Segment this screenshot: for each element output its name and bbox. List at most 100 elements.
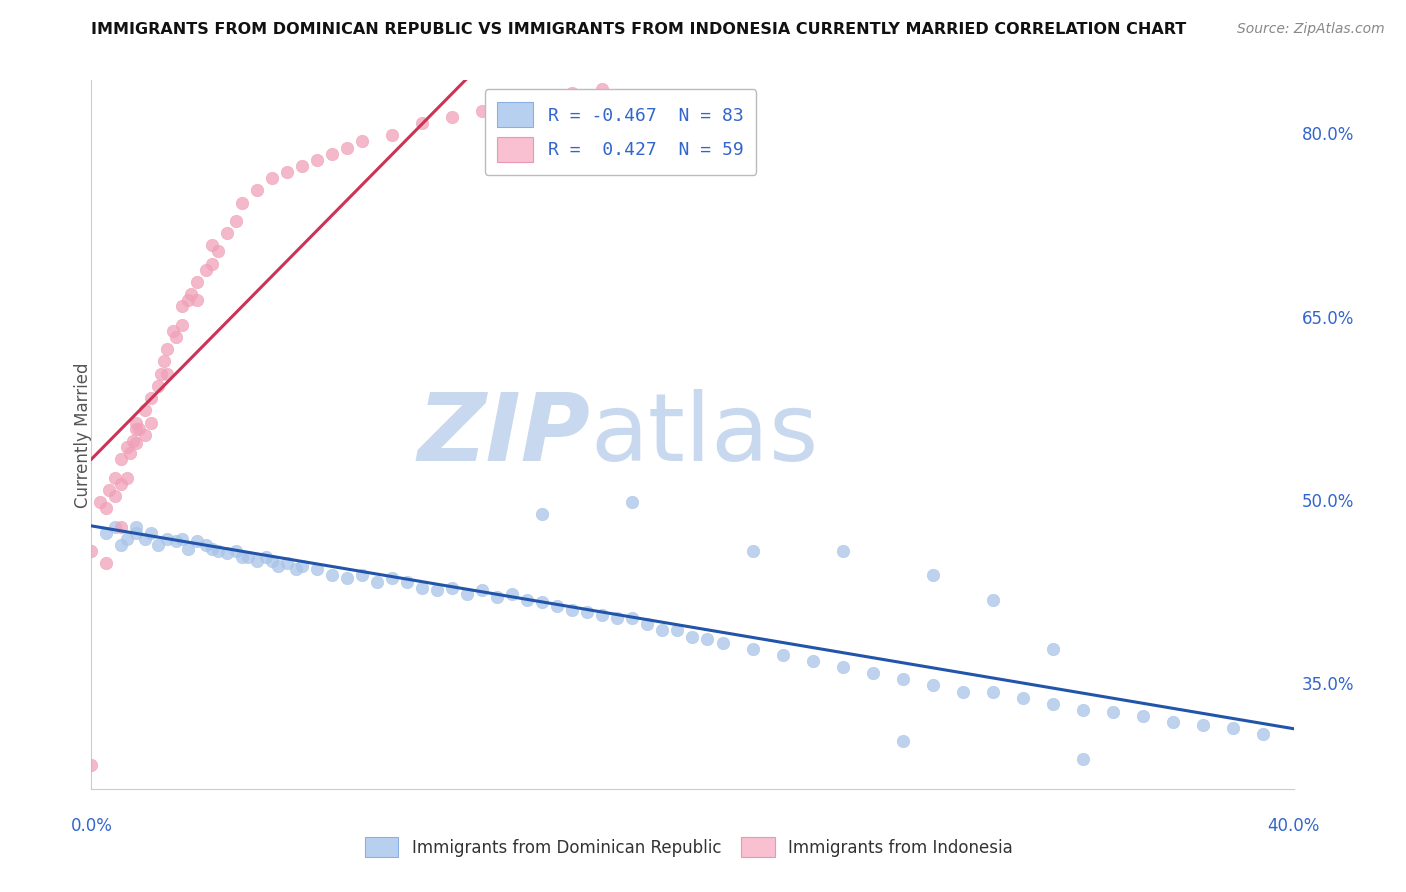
Point <box>134 403 156 417</box>
Point <box>110 519 132 533</box>
Point <box>170 532 193 546</box>
Point <box>104 489 127 503</box>
Point <box>501 587 523 601</box>
Point <box>276 556 298 570</box>
Point <box>305 562 328 576</box>
Point <box>336 140 359 154</box>
Point <box>149 367 172 381</box>
Point <box>155 343 177 357</box>
Point <box>125 525 148 540</box>
Point <box>366 574 388 589</box>
Point <box>636 617 658 632</box>
Point <box>96 525 118 540</box>
Point <box>125 436 148 450</box>
Point <box>291 558 314 573</box>
Point <box>831 660 853 674</box>
Point <box>186 275 208 289</box>
Point <box>104 519 127 533</box>
Point <box>110 476 132 491</box>
Point <box>246 183 269 197</box>
Point <box>531 92 554 106</box>
Point <box>215 226 238 240</box>
Legend: Immigrants from Dominican Republic, Immigrants from Indonesia: Immigrants from Dominican Republic, Immi… <box>359 830 1019 864</box>
Point <box>576 605 599 619</box>
Point <box>440 110 463 124</box>
Point <box>952 684 974 698</box>
Point <box>1042 641 1064 656</box>
Point <box>162 324 184 338</box>
Point <box>80 758 103 772</box>
Point <box>1012 690 1035 705</box>
Point <box>336 571 359 585</box>
Point <box>117 440 139 454</box>
Point <box>236 550 259 565</box>
Point <box>1161 715 1184 730</box>
Point <box>155 367 177 381</box>
Point <box>621 611 644 625</box>
Point <box>141 416 163 430</box>
Point <box>201 238 224 252</box>
Point <box>531 595 554 609</box>
Point <box>381 128 404 143</box>
Point <box>426 583 449 598</box>
Point <box>922 568 945 582</box>
Point <box>194 538 217 552</box>
Text: Source: ZipAtlas.com: Source: ZipAtlas.com <box>1237 22 1385 37</box>
Point <box>621 495 644 509</box>
Point <box>981 593 1004 607</box>
Point <box>120 446 142 460</box>
Point <box>891 673 914 687</box>
Point <box>96 501 118 516</box>
Point <box>305 153 328 167</box>
Point <box>117 532 139 546</box>
Legend: R = -0.467  N = 83, R =  0.427  N = 59: R = -0.467 N = 83, R = 0.427 N = 59 <box>485 89 756 175</box>
Text: 0.0%: 0.0% <box>70 817 112 835</box>
Point <box>146 538 169 552</box>
Point <box>194 262 217 277</box>
Point <box>501 97 523 112</box>
Point <box>561 603 583 617</box>
Point <box>981 684 1004 698</box>
Point <box>1192 717 1215 731</box>
Point <box>1253 727 1275 741</box>
Point <box>922 678 945 692</box>
Point <box>456 587 478 601</box>
Text: 40.0%: 40.0% <box>1267 817 1320 835</box>
Point <box>180 287 202 301</box>
Point <box>1071 703 1094 717</box>
Point <box>1222 721 1244 735</box>
Text: 35.0%: 35.0% <box>1302 676 1354 695</box>
Point <box>1071 752 1094 766</box>
Point <box>267 558 290 573</box>
Point <box>531 508 554 522</box>
Point <box>201 257 224 271</box>
Text: IMMIGRANTS FROM DOMINICAN REPUBLIC VS IMMIGRANTS FROM INDONESIA CURRENTLY MARRIE: IMMIGRANTS FROM DOMINICAN REPUBLIC VS IM… <box>91 22 1187 37</box>
Point <box>591 607 613 622</box>
Point <box>321 568 343 582</box>
Point <box>801 654 824 668</box>
Point <box>141 525 163 540</box>
Point <box>276 165 298 179</box>
Point <box>225 214 247 228</box>
Point <box>891 733 914 747</box>
Point <box>176 293 198 308</box>
Point <box>176 541 198 556</box>
Point <box>231 550 253 565</box>
Point <box>125 519 148 533</box>
Point <box>651 624 673 638</box>
Point <box>772 648 794 662</box>
Point <box>246 554 269 568</box>
Point <box>186 534 208 549</box>
Point <box>141 391 163 405</box>
Point <box>471 103 494 118</box>
Point <box>128 422 150 436</box>
Point <box>1102 706 1125 720</box>
Y-axis label: Currently Married: Currently Married <box>75 362 91 508</box>
Point <box>284 562 307 576</box>
Point <box>225 544 247 558</box>
Text: 80.0%: 80.0% <box>1302 127 1354 145</box>
Text: ZIP: ZIP <box>418 389 591 481</box>
Point <box>104 470 127 484</box>
Point <box>260 554 283 568</box>
Point <box>711 636 734 650</box>
